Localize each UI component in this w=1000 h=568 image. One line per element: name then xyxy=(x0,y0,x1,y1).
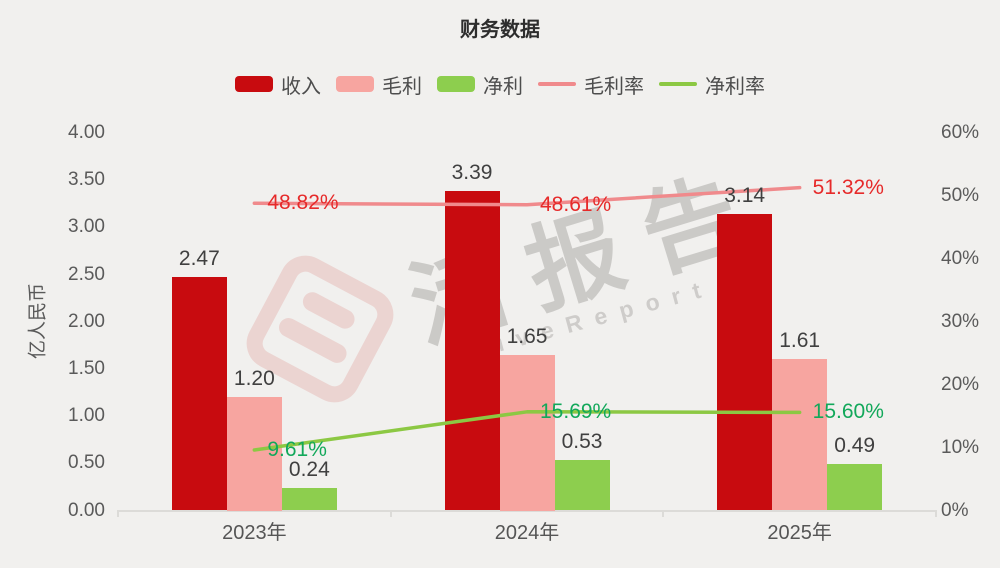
legend-item-gross-profit[interactable]: 毛利 xyxy=(336,70,422,99)
bar-gross-profit-2023 xyxy=(226,397,282,511)
y-axis-tick-right: 60% xyxy=(941,122,980,143)
legend-item-revenue[interactable]: 收入 xyxy=(235,70,321,99)
bar-gross-profit-2024 xyxy=(499,354,555,511)
y-axis-tick-right: 40% xyxy=(941,247,980,269)
y-axis-tick-left: 1.50 xyxy=(68,357,105,379)
y-axis-tick-left: 0.50 xyxy=(68,452,105,474)
bar-label-revenue-2025: 3.14 xyxy=(724,184,766,208)
y-axis-tick-left: 3.00 xyxy=(68,216,105,238)
line-label-gross-margin-2024: 48.61% xyxy=(540,192,612,216)
y-axis-tick-left: 2.50 xyxy=(68,263,105,285)
line-gross-margin xyxy=(252,185,802,207)
bar-net-profit-2024 xyxy=(554,460,610,511)
x-axis-tick xyxy=(389,510,392,517)
x-axis-tick xyxy=(662,510,665,517)
chart-legend: 收入 毛利 净利 毛利率 净利率 xyxy=(0,70,1000,99)
bar-label-net-profit-2024: 0.53 xyxy=(561,430,603,454)
x-axis-line xyxy=(118,510,936,512)
y-axis-tick-right: 50% xyxy=(941,184,980,206)
line-label-net-margin-2024: 15.69% xyxy=(540,399,612,423)
bar-label-gross-profit-2025: 1.61 xyxy=(779,328,821,352)
y-axis-tick-right: 0% xyxy=(941,499,969,521)
legend-swatch-gross-profit-icon xyxy=(336,76,374,92)
legend-label-revenue: 收入 xyxy=(281,75,321,98)
legend-swatch-revenue-icon xyxy=(235,76,273,92)
y-axis-tick-left: 3.50 xyxy=(68,169,105,191)
bar-label-gross-profit-2024: 1.65 xyxy=(506,324,548,348)
x-axis-tick xyxy=(117,510,119,517)
x-axis-label-2025: 2025年 xyxy=(767,522,832,544)
line-net-margin xyxy=(252,410,802,452)
line-label-net-margin-2025: 15.60% xyxy=(812,400,884,424)
y-axis-tick-left: 1.00 xyxy=(68,405,105,427)
legend-line-net-margin-icon xyxy=(659,82,697,86)
x-axis-tick xyxy=(935,510,937,517)
legend-item-net-margin[interactable]: 净利率 xyxy=(659,70,765,99)
y-axis-tick-left: 4.00 xyxy=(68,122,105,143)
bar-revenue-2023 xyxy=(171,277,227,511)
y-axis-tick-left: 0.00 xyxy=(68,499,105,521)
legend-label-net-margin: 净利率 xyxy=(705,75,765,98)
bar-revenue-2025 xyxy=(717,214,773,511)
bar-net-profit-2023 xyxy=(281,487,337,511)
legend-item-gross-margin[interactable]: 毛利率 xyxy=(538,70,644,99)
bar-label-revenue-2023: 2.47 xyxy=(178,247,220,271)
bar-label-revenue-2024: 3.39 xyxy=(451,160,493,184)
line-label-net-margin-2023: 9.61% xyxy=(267,438,327,462)
bar-label-gross-profit-2023: 1.20 xyxy=(233,367,275,391)
y-axis-tick-right: 10% xyxy=(941,436,980,458)
bar-revenue-2024 xyxy=(444,190,500,511)
legend-item-net-profit[interactable]: 净利 xyxy=(437,70,523,99)
bar-net-profit-2025 xyxy=(827,464,883,511)
legend-label-net-profit: 净利 xyxy=(483,75,523,98)
chart-title: 财务数据 xyxy=(460,19,540,41)
x-axis-label-2023: 2023年 xyxy=(222,522,287,544)
bar-label-net-profit-2025: 0.49 xyxy=(834,434,876,458)
bar-gross-profit-2025 xyxy=(772,358,828,511)
x-axis-label-2024: 2024年 xyxy=(494,522,560,544)
y-axis-tick-right: 30% xyxy=(941,310,980,332)
bar-label-net-profit-2023: 0.24 xyxy=(288,457,330,481)
legend-label-gross-margin: 毛利率 xyxy=(584,75,644,98)
y-axis-tick-right: 20% xyxy=(941,373,980,395)
line-label-gross-margin-2025: 51.32% xyxy=(812,175,884,199)
legend-label-gross-profit: 毛利 xyxy=(382,75,422,98)
line-label-gross-margin-2023: 48.82% xyxy=(267,191,339,215)
y-axis-tick-left: 2.00 xyxy=(68,310,105,332)
legend-swatch-net-profit-icon xyxy=(437,76,475,92)
legend-line-gross-margin-icon xyxy=(538,82,576,86)
